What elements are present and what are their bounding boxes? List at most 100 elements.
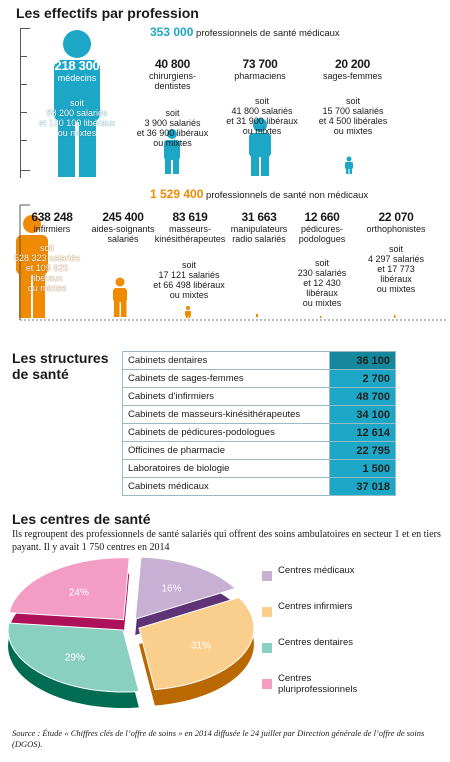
medical-item-medecins: 218 300 médecins [37,58,117,83]
person-icon-masseurs [185,306,191,318]
pedicures-number: 12 660 [304,210,340,224]
person-icon-pedicures [320,316,322,318]
nonmedical-total-line: 1 529 400 professionnels de santé non mé… [150,187,368,201]
structure-value: 48 700 [329,387,396,406]
sages-femmes-number: 20 200 [335,57,370,71]
nonmedical-item-aides-soignants: 245 400 aides-soignants salariés [88,210,158,244]
legend-label: Centres médicaux [278,565,355,576]
pie-slice [8,557,130,621]
scale-line-medical [20,28,21,178]
person-figures [16,30,448,321]
manipulateurs-number: 31 663 [241,210,277,224]
sages-femmes-detail: soit 15 700 salariés et 4 500 libérales … [318,96,388,136]
structure-name: Cabinets de pédicures-podologues [122,423,330,442]
medical-total: 353 000 [150,25,194,39]
scale-tick [20,56,27,57]
person-icon-dentistes [164,129,180,174]
section3-title: Les centres de santé [12,511,151,527]
manipulateurs-label: manipulateurs radio salariés [230,224,288,244]
scale-tick [20,84,27,85]
person-icon-sages-femmes [345,156,353,174]
scale-tick [20,140,27,141]
legend-swatch [262,607,272,617]
structure-row: Cabinets médicaux 37 018 [122,477,396,496]
structure-row: Cabinets d’infirmiers 48 700 [122,387,396,406]
pie-slice [134,556,237,620]
structure-value: 37 018 [329,477,396,496]
masseurs-label: masseurs- kinésithérapeutes [154,224,226,244]
sages-femmes-label: sages-femmes [322,71,383,81]
structure-value: 2 700 [329,369,396,388]
legend-swatch [262,679,272,689]
structure-name: Cabinets de masseurs-kinésithérapeutes [122,405,330,424]
aides-soignants-label: aides-soignants salariés [91,224,155,244]
section2-title: Les structures de santé [12,350,109,382]
person-icon-medecins [54,30,100,177]
section3-description: Ils regroupent des professionnels de san… [12,529,441,553]
legend-label: Centres dentaires [278,637,353,648]
structure-name: Cabinets de sages-femmes [122,369,330,388]
nonmedical-total: 1 529 400 [150,187,204,201]
pie-slice-label: 29% [65,653,85,664]
scale-tick [20,112,27,113]
dentistes-label: chirurgiens- dentistes [148,71,197,91]
nonmedical-item-infirmiers: 638 248 infirmiers [22,210,82,234]
pie-slice-label: 16% [161,583,181,594]
pie-legend: Centres médicaux Centres infirmiers Centre… [262,565,442,705]
nonmedical-total-label: professionnels de santé non médicaux [206,190,369,201]
pie-slice-label: 24% [69,587,89,598]
medical-item-dentistes: 40 800 chirurgiens- dentistes [130,57,215,91]
medecins-detail: soit 88 200 salariés et 130 100 libéraux… [38,98,116,138]
medecins-number: 218 300 [54,58,100,73]
structure-name: Officines de pharmacie [122,441,330,460]
section1-title: Les effectifs par profession [16,5,199,21]
structure-name: Laboratoires de biologie [122,459,330,478]
nonmedical-item-pedicures: 12 660 pédicures- podologues [292,210,352,244]
medecins-label: médecins [57,73,97,83]
structure-row: Cabinets dentaires 36 100 [122,351,396,370]
structure-value: 1 500 [329,459,396,478]
pharmaciens-label: pharmaciens [234,71,286,81]
dentistes-detail: soit 3 900 salariés et 36 900 libéraux o… [136,108,209,148]
infirmiers-number: 638 248 [31,210,73,224]
structure-row: Laboratoires de biologie 1 500 [122,459,396,478]
structure-value: 34 100 [329,405,396,424]
scale-tick [20,28,30,29]
structure-name: Cabinets médicaux [122,477,330,496]
structure-row: Cabinets de pédicures-podologues 12 614 [122,423,396,442]
nonmedical-item-masseurs: 83 619 masseurs- kinésithérapeutes [150,210,230,244]
person-icon-infirmiers [16,215,48,318]
pie-slice [7,622,140,693]
legend-swatch [262,571,272,581]
person-icon-pharmaciens [249,118,271,176]
medical-item-sages-femmes: 20 200 sages-femmes [315,57,390,81]
infirmiers-label: infirmiers [33,224,71,234]
structures-table: Cabinets dentaires 36 100 Cabinets de sage… [122,351,396,496]
legend-swatch [262,643,272,653]
centres-pie-chart: 16% 31% 29% 24% [7,556,255,709]
person-icon-manipulateurs [256,314,258,317]
pedicures-detail: soit 230 salariés et 12 430 libéraux ou … [297,258,347,308]
orthophonistes-detail: soit 4 297 salariés et 17 773 libéraux o… [367,244,425,294]
legend-label: Centres infirmiers [278,601,353,612]
structure-row: Officines de pharmacie 22 795 [122,441,396,460]
structure-name: Cabinets d’infirmiers [122,387,330,406]
medical-total-line: 353 000 professionnels de santé médicaux [150,25,340,39]
structure-row: Cabinets de masseurs-kinésithérapeutes 34… [122,405,396,424]
source-note: Source : Étude « Chiffres clés de l’offr… [12,728,425,749]
structure-value: 36 100 [329,351,396,370]
pharmaciens-detail: soit 41 800 salariés et 31 900 libéraux … [226,96,298,136]
dentistes-number: 40 800 [155,57,190,71]
pie-slice-label: 31% [191,641,211,652]
pharmaciens-number: 73 700 [242,57,278,71]
aides-soignants-number: 245 400 [102,210,144,224]
structure-name: Cabinets dentaires [122,351,330,370]
person-icon-orthophonistes [394,315,396,318]
scale-tick [20,170,30,171]
nonmedical-item-orthophonistes: 22 070 orthophonistes [358,210,434,234]
medical-item-pharmaciens: 73 700 pharmaciens [220,57,300,81]
nonmedical-item-manipulateurs: 31 663 manipulateurs radio salariés [222,210,296,244]
structure-row: Cabinets de sages-femmes 2 700 [122,369,396,388]
medical-total-label: professionnels de santé médicaux [196,28,340,39]
person-icon-aides-soignants [113,277,127,317]
